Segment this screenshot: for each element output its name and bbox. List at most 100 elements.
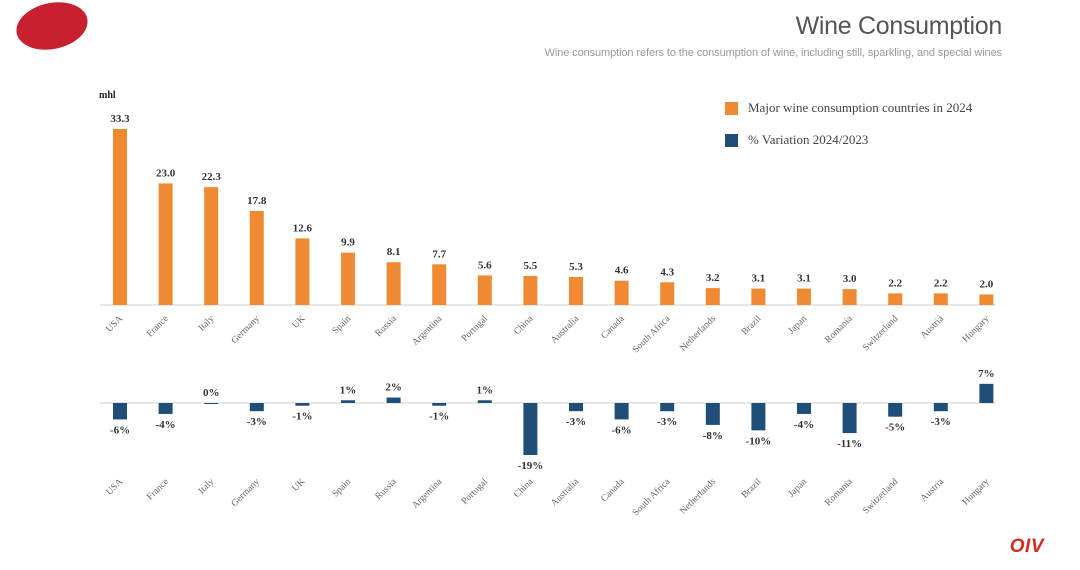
variation-country-tick: Russia [374, 477, 400, 503]
variation-value-label: 1% [340, 384, 357, 396]
variation-country-tick: Argentina [411, 477, 445, 511]
consumption-country-tick: Switzerland [861, 314, 900, 353]
variation-country-tick: Spain [331, 477, 354, 500]
variation-value-label: -1% [292, 411, 312, 423]
variation-bar [341, 400, 355, 403]
variation-country-tick: China [512, 477, 536, 501]
consumption-value-label: 23.0 [156, 167, 176, 179]
variation-bar [523, 403, 538, 455]
consumption-bar [386, 262, 401, 305]
legend-label-consumption: Major wine consumption countries in 2024 [748, 100, 973, 115]
y-unit-label: mhl [99, 90, 116, 101]
consumption-value-label: 33.3 [110, 113, 130, 125]
consumption-bar [477, 275, 492, 305]
variation-country-tick: Portugal [460, 477, 490, 507]
variation-value-label: 0% [203, 387, 220, 399]
consumption-country-tick: USA [105, 314, 126, 335]
consumption-value-label: 12.6 [293, 222, 313, 234]
variation-bar [204, 403, 219, 404]
variation-country-tick: Hungary [961, 477, 992, 508]
variation-bar [432, 403, 447, 406]
variation-value-label: -6% [110, 424, 130, 436]
variation-value-label: -3% [247, 416, 267, 428]
variation-bar [477, 400, 492, 403]
consumption-bar [614, 280, 629, 305]
variation-country-tick: South Africa [630, 476, 672, 518]
variation-country-tick: USA [105, 477, 126, 498]
consumption-value-label: 5.3 [569, 261, 583, 273]
variation-country-tick: Romania [823, 477, 855, 509]
consumption-bar [249, 210, 264, 305]
consumption-bar [523, 275, 538, 305]
consumption-country-tick: Hungary [961, 314, 992, 345]
consumption-value-label: 22.3 [202, 171, 222, 183]
consumption-value-label: 5.6 [478, 259, 492, 271]
consumption-country-tick: Netherlands [678, 314, 718, 354]
consumption-country-tick: Spain [331, 314, 354, 337]
variation-value-label: -3% [931, 416, 951, 428]
variation-bar [295, 403, 310, 406]
variation-country-tick: Brazil [740, 477, 764, 501]
variation-bar [386, 397, 401, 403]
consumption-bar [569, 276, 583, 305]
consumption-bar [705, 288, 720, 305]
variation-bar [933, 403, 948, 412]
consumption-bar-chart: 33.3 USA 23.0 France 22.3 Italy 17.8 Germany 12.… [100, 113, 996, 355]
variation-bar [614, 403, 629, 420]
variation-value-label: -3% [657, 416, 677, 428]
variation-bar [569, 403, 583, 412]
variation-bar [751, 403, 766, 431]
variation-value-label: -1% [429, 411, 449, 423]
variation-country-tick: Australia [549, 477, 581, 509]
variation-value-label: -3% [566, 416, 586, 428]
variation-bar [797, 403, 811, 414]
variation-country-tick: Italy [197, 477, 217, 497]
variation-value-label: 1% [477, 384, 494, 396]
variation-country-tick: France [145, 477, 170, 502]
variation-bar [158, 403, 173, 414]
consumption-country-tick: Austria [919, 313, 946, 340]
consumption-value-label: 9.9 [341, 237, 355, 249]
variation-country-tick: Netherlands [678, 477, 718, 517]
consumption-bar [432, 264, 447, 305]
consumption-value-label: 2.2 [888, 277, 902, 289]
consumption-value-label: 3.0 [843, 273, 857, 285]
page-title: Wine Consumption [795, 12, 1003, 40]
variation-bar [113, 403, 127, 420]
consumption-bar [842, 289, 857, 305]
variation-value-label: 7% [978, 368, 995, 380]
legend-swatch-consumption [725, 101, 738, 115]
consumption-value-label: 4.3 [660, 266, 674, 278]
variation-value-label: -4% [794, 419, 814, 431]
variation-value-label: -11% [837, 438, 862, 450]
variation-value-label: -8% [703, 430, 723, 442]
variation-value-label: -19% [518, 460, 544, 472]
consumption-country-tick: China [512, 314, 536, 338]
consumption-country-tick: Portugal [460, 314, 490, 344]
consumption-bar [751, 288, 766, 305]
oiv-logo: OIV [1009, 536, 1044, 557]
legend-swatch-variation [725, 133, 738, 147]
variation-bar [979, 383, 994, 403]
consumption-country-tick: Brazil [740, 314, 764, 338]
consumption-country-tick: UK [291, 314, 308, 331]
consumption-country-tick: Japan [787, 314, 810, 337]
consumption-country-tick: Russia [374, 314, 400, 340]
consumption-country-tick: Australia [549, 314, 581, 346]
consumption-bar [979, 294, 994, 305]
consumption-value-label: 17.8 [247, 195, 267, 207]
consumption-value-label: 3.1 [797, 273, 811, 285]
consumption-value-label: 4.6 [615, 265, 629, 277]
variation-country-tick: Japan [787, 477, 810, 500]
variation-value-label: -10% [746, 435, 772, 447]
variation-bar [842, 403, 857, 434]
variation-country-tick: Germany [230, 477, 262, 509]
page-subtitle: Wine consumption refers to the consumpti… [544, 47, 1003, 59]
consumption-value-label: 8.1 [387, 246, 401, 258]
consumption-bar [660, 282, 675, 305]
variation-value-label: -5% [885, 422, 905, 434]
legend-label-variation: % Variation 2024/2023 [748, 132, 869, 147]
legend-item-consumption: Major wine consumption countries in 2024 [725, 98, 972, 118]
consumption-country-tick: South Africa [630, 313, 672, 355]
